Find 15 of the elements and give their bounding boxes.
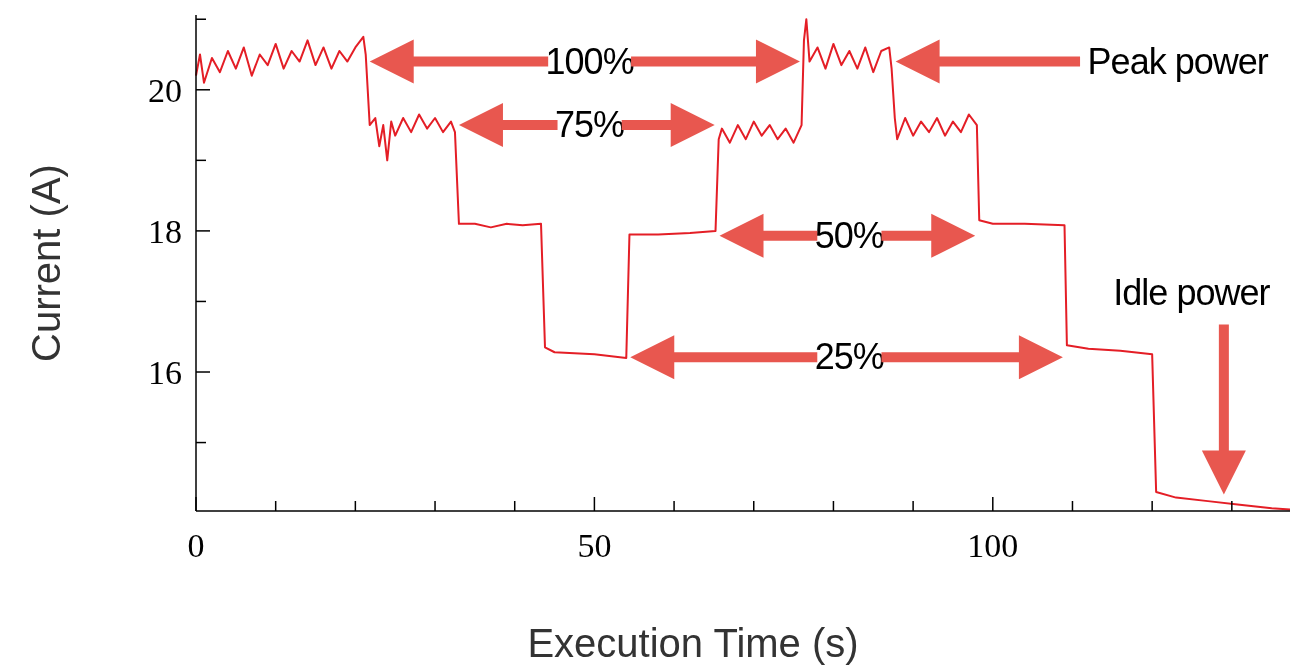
x-tick-label: 100 xyxy=(967,527,1019,564)
y-tick-label: 16 xyxy=(148,354,182,392)
y-tick-label: 20 xyxy=(148,71,182,109)
line-series xyxy=(195,18,1291,511)
annotation: 50% xyxy=(814,214,884,256)
annotation: 75% xyxy=(555,104,625,146)
x-axis-title: Execution Time (s) xyxy=(527,621,859,665)
y-axis-title: Current (A) xyxy=(24,164,68,362)
annotation: Idle power xyxy=(1113,271,1271,313)
annotation: 25% xyxy=(814,336,884,378)
x-tick-label: 50 xyxy=(577,527,612,564)
x-tick-label: 0 xyxy=(187,527,205,564)
annotation: 100% xyxy=(545,40,634,82)
y-tick-label: 18 xyxy=(148,212,182,250)
annotation: Peak power xyxy=(1087,40,1269,82)
